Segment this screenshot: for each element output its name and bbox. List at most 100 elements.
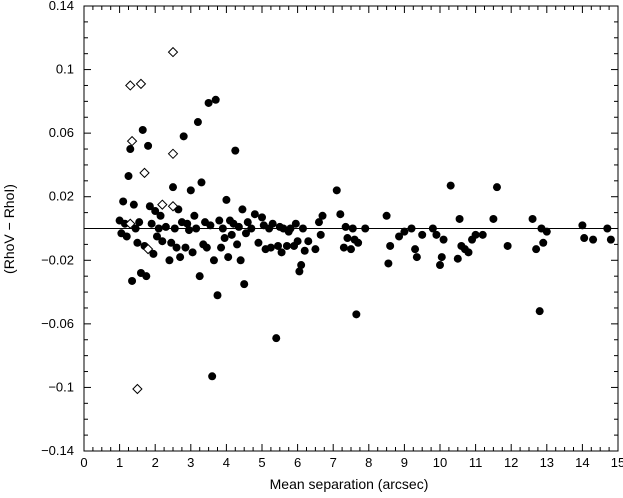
data-point-circle	[124, 172, 133, 181]
data-point-circle	[186, 186, 195, 195]
data-point-diamond	[125, 80, 136, 91]
data-point-circle	[455, 214, 464, 223]
data-point-circle	[464, 248, 473, 257]
data-point-circle	[336, 210, 345, 219]
data-point-circle	[167, 238, 176, 247]
data-point-circle	[352, 310, 361, 319]
data-point-circle	[304, 237, 313, 246]
data-point-circle	[297, 261, 306, 270]
data-point-circle	[208, 372, 217, 381]
data-point-circle	[411, 245, 420, 254]
x-tick-label: 2	[152, 455, 159, 470]
data-point-circle	[151, 207, 160, 216]
data-point-diamond	[126, 135, 138, 147]
data-point-circle	[446, 181, 455, 190]
data-point-circle	[347, 245, 355, 254]
data-point-circle	[361, 224, 370, 233]
data-point-circle	[185, 226, 194, 235]
data-point-circle	[492, 183, 501, 192]
data-point-circle	[300, 246, 309, 255]
data-point-circle	[133, 238, 142, 247]
data-point-circle	[384, 259, 393, 268]
data-point-circle	[161, 222, 170, 231]
data-point-circle	[400, 227, 409, 236]
data-point-circle	[218, 224, 227, 233]
data-point-circle	[436, 261, 444, 270]
data-point-circle	[542, 227, 551, 236]
data-point-circle	[147, 219, 156, 228]
data-point-circle	[266, 243, 275, 252]
x-tick-label: 10	[433, 455, 447, 470]
data-point-circle	[142, 272, 151, 281]
data-point-circle	[145, 202, 154, 211]
data-point-circle	[437, 253, 446, 262]
data-point-circle	[532, 245, 541, 254]
data-point-diamond	[132, 383, 143, 395]
data-point-circle	[354, 238, 363, 247]
x-axis-label: Mean separation (arcsec)	[270, 476, 429, 492]
data-point-diamond	[167, 148, 179, 160]
data-point-circle	[295, 267, 304, 276]
data-point-circle	[234, 222, 243, 231]
x-tick-label: 1	[116, 455, 123, 470]
x-tick-label: 15	[611, 455, 623, 470]
data-point-circle	[181, 243, 190, 252]
data-point-circle	[578, 221, 587, 230]
data-point-circle	[428, 224, 437, 233]
x-tick-label: 5	[258, 455, 265, 470]
data-point-circle	[318, 211, 327, 220]
data-point-circle	[192, 224, 201, 233]
data-point-circle	[311, 245, 320, 254]
x-tick-label: 4	[223, 455, 230, 470]
x-tick-label: 8	[365, 455, 372, 470]
y-tick-label: −0.1	[48, 379, 74, 394]
x-tick-label: 6	[294, 455, 301, 470]
data-point-circle	[535, 307, 544, 316]
y-axis-label: (RhoV − RhoI)	[1, 184, 17, 274]
data-point-circle	[131, 224, 140, 233]
x-tick-label: 7	[330, 455, 337, 470]
data-point-circle	[165, 256, 174, 265]
data-point-circle	[243, 218, 252, 227]
data-point-circle	[250, 210, 259, 219]
data-point-circle	[215, 216, 224, 225]
x-tick-label: 3	[187, 455, 194, 470]
data-point-circle	[291, 219, 300, 228]
x-tick-label: 11	[469, 455, 483, 470]
data-point-diamond	[135, 78, 147, 90]
data-point-circle	[432, 230, 441, 239]
data-point-circle	[156, 211, 165, 220]
data-point-circle	[277, 248, 286, 257]
data-point-circle	[332, 186, 341, 195]
data-point-circle	[298, 224, 307, 233]
data-point-circle	[272, 334, 281, 343]
data-point-circle	[209, 256, 218, 265]
data-point-circle	[238, 205, 247, 214]
data-point-diamond	[167, 46, 179, 58]
data-point-diamond	[139, 167, 150, 179]
data-point-circle	[231, 146, 240, 155]
data-point-circle	[224, 253, 233, 262]
data-point-diamond	[125, 218, 136, 229]
data-point-circle	[418, 230, 427, 239]
data-point-circle	[126, 145, 135, 154]
data-point-circle	[348, 224, 357, 233]
data-point-circle	[386, 241, 395, 250]
y-tick-label: 0.14	[49, 0, 74, 13]
data-point-circle	[206, 221, 215, 230]
data-point-circle	[343, 234, 352, 243]
data-point-circle	[188, 248, 197, 257]
data-point-circle	[197, 178, 206, 187]
data-point-circle	[158, 237, 167, 246]
data-point-circle	[241, 229, 250, 238]
data-point-circle	[129, 200, 138, 209]
data-point-circle	[183, 219, 192, 228]
data-point-circle	[169, 183, 177, 192]
data-point-circle	[202, 243, 211, 252]
data-point-circle	[211, 95, 220, 104]
data-point-circle	[471, 230, 480, 239]
data-point-circle	[179, 132, 188, 141]
data-point-circle	[286, 224, 295, 233]
